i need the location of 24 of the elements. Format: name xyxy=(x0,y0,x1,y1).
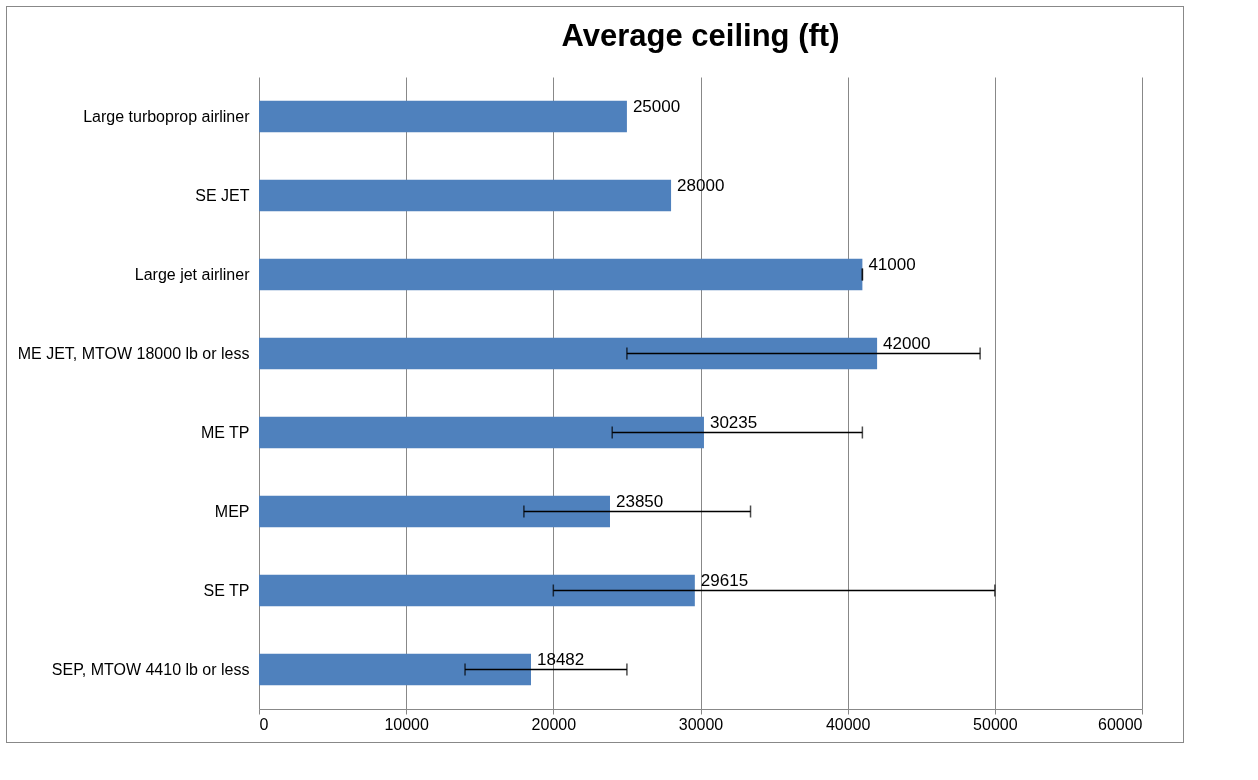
y-tick-label: SE JET xyxy=(195,186,250,204)
chart-title: Average ceiling (ft) xyxy=(561,18,840,53)
data-label: 30235 xyxy=(709,412,758,432)
data-label: 18482 xyxy=(536,649,585,669)
y-tick-label: SEP, MTOW 4410 lb or less xyxy=(51,660,250,678)
x-tick-label: 0 xyxy=(259,715,269,733)
x-tick-label: 60000 xyxy=(1098,715,1143,733)
y-tick-label: MEP xyxy=(214,502,250,520)
data-label: 29615 xyxy=(700,570,749,590)
data-label: 41000 xyxy=(868,254,916,274)
x-tick-label: 40000 xyxy=(825,715,871,733)
data-label: 28000 xyxy=(677,175,725,195)
x-tick-label: 30000 xyxy=(678,715,724,733)
y-tick-label: SE TP xyxy=(203,581,250,599)
data-label: 23850 xyxy=(615,491,664,511)
x-tick-label: 50000 xyxy=(973,715,1018,733)
y-tick-label: Large jet airliner xyxy=(134,265,251,283)
y-tick-label: Large turboprop airliner xyxy=(83,107,251,125)
y-tick-label: ME JET, MTOW 18000 lb or less xyxy=(17,344,250,362)
y-tick-label: ME TP xyxy=(200,423,250,441)
x-tick-label: 20000 xyxy=(531,715,577,733)
data-label: 25000 xyxy=(632,96,681,116)
x-tick-label: 10000 xyxy=(384,715,430,733)
data-label: 42000 xyxy=(883,333,931,353)
